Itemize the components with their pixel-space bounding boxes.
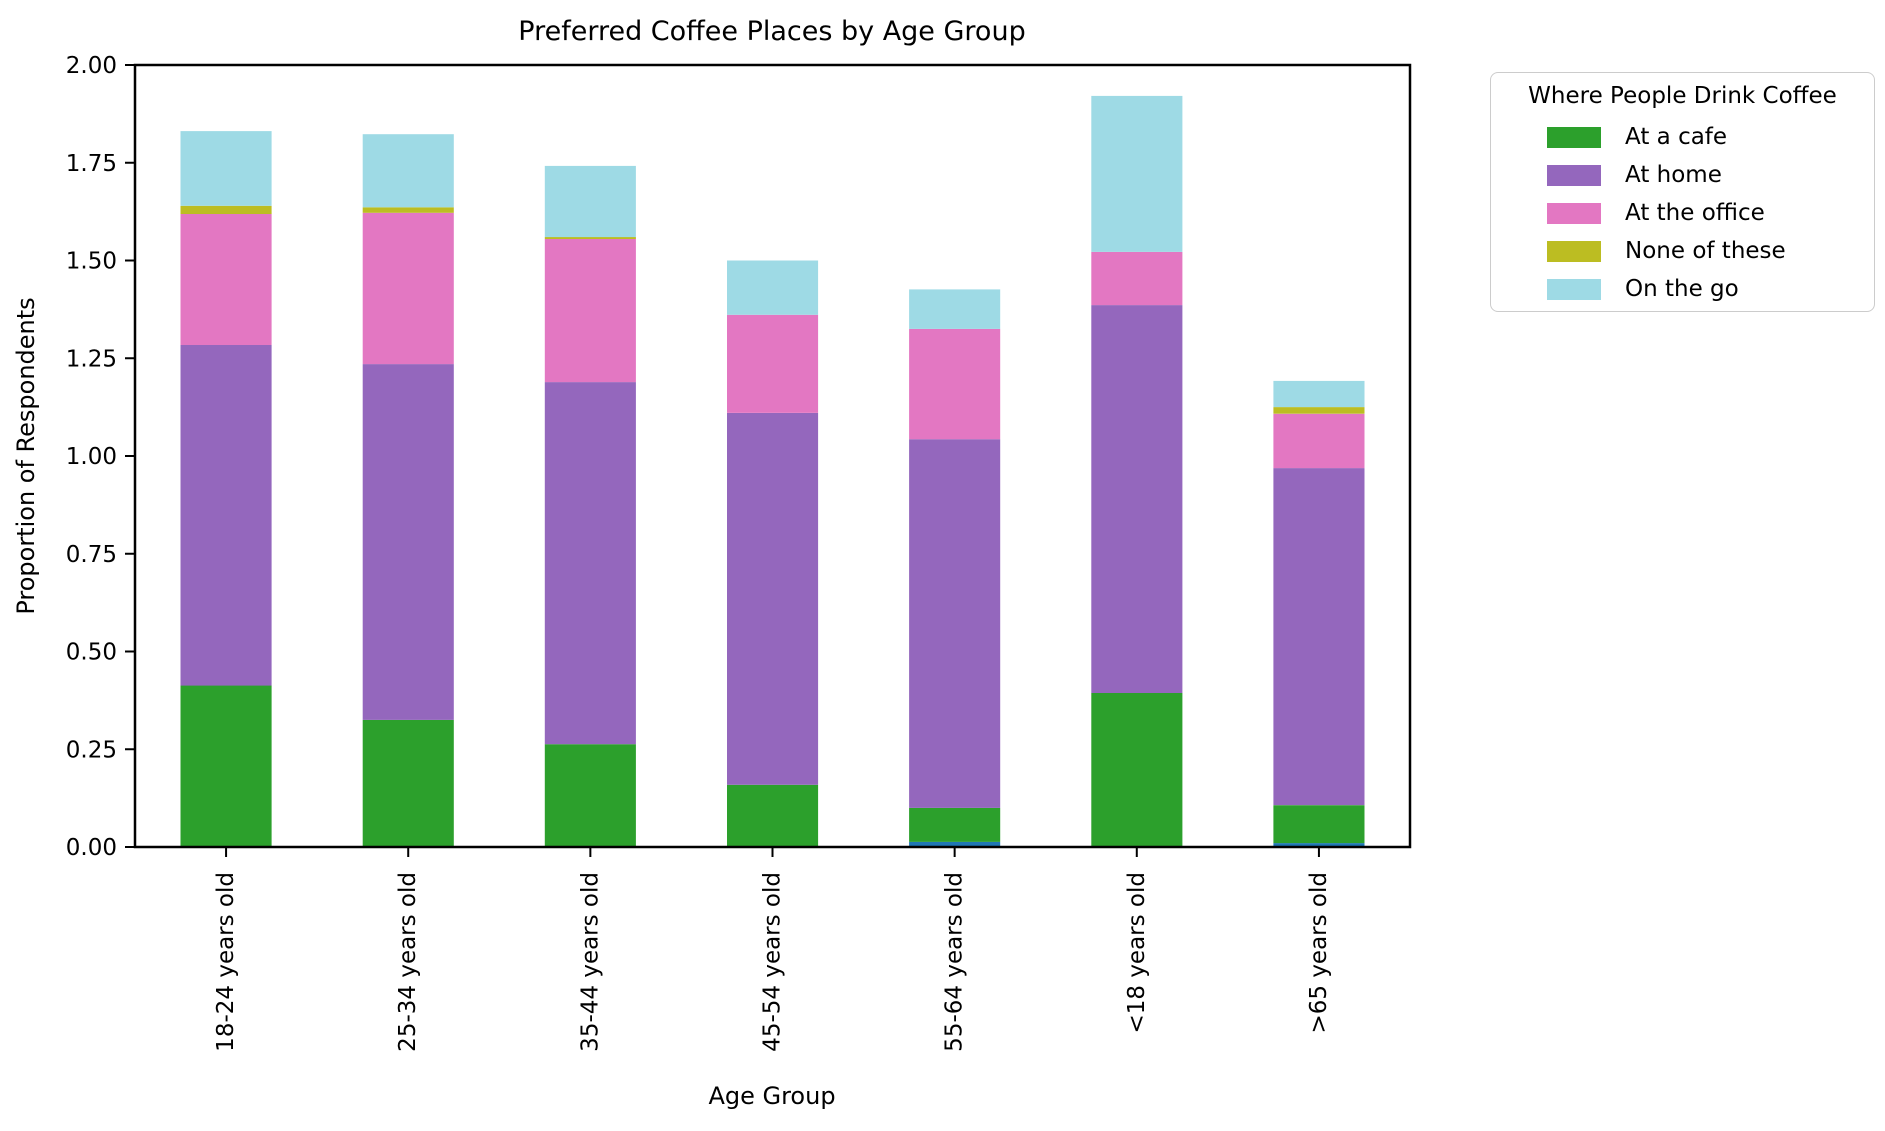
legend-items: At a cafe At home At the office None of the…: [1505, 118, 1860, 308]
legend-swatch: [1547, 240, 1601, 262]
bar-segment: [362, 207, 454, 213]
bar-segment: [544, 744, 636, 847]
bar-segment: [362, 364, 454, 720]
bar-segment: [727, 413, 819, 785]
bar-segment: [1273, 407, 1365, 414]
bar-segment: [1273, 805, 1365, 844]
bar-segment: [909, 289, 1001, 329]
bar-segment: [544, 382, 636, 745]
x-tick-label: 55-64 years old: [942, 872, 968, 1052]
y-tick-label: 0.00: [66, 835, 117, 861]
y-tick-label: 0.75: [66, 542, 117, 568]
x-tick-label: 45-54 years old: [760, 872, 786, 1052]
legend-item: None of these: [1547, 232, 1860, 270]
legend-label: At the office: [1625, 200, 1765, 226]
bar-segment: [180, 685, 272, 847]
bar-segment: [180, 214, 272, 345]
bar-segment: [909, 439, 1001, 808]
legend-swatch: [1547, 164, 1601, 186]
bar-segment: [1091, 251, 1183, 306]
bar-segment: [544, 237, 636, 239]
x-tick-label: >65 years old: [1306, 872, 1332, 1034]
bar-segment: [362, 212, 454, 365]
chart-title: Preferred Coffee Places by Age Group: [518, 16, 1025, 47]
x-tick-label: 18-24 years old: [213, 872, 239, 1052]
bar-segment: [1273, 468, 1365, 806]
bar-segment: [909, 328, 1001, 440]
legend-swatch: [1547, 278, 1601, 300]
x-axis-label: Age Group: [708, 1082, 835, 1110]
y-tick-label: 1.25: [66, 346, 117, 372]
legend-title: Where People Drink Coffee: [1528, 83, 1837, 109]
y-tick-label: 1.00: [66, 444, 117, 470]
y-tick-label: 0.25: [66, 737, 117, 763]
x-tick-label: 25-34 years old: [395, 872, 421, 1052]
bar-segment: [1091, 305, 1183, 693]
y-tick-label: 2.00: [66, 53, 117, 79]
bar-segment: [544, 239, 636, 383]
bar-segment: [180, 345, 272, 686]
bar-segment: [180, 131, 272, 206]
legend-item: On the go: [1547, 270, 1860, 308]
y-axis-label: Proportion of Respondents: [12, 297, 40, 614]
axes-spines: [133, 63, 1412, 849]
legend-label: On the go: [1625, 276, 1739, 302]
y-tick-label: 1.75: [66, 151, 117, 177]
bar-segment: [909, 841, 1001, 847]
bar-segment: [1273, 843, 1365, 847]
y-tick-label: 1.50: [66, 249, 117, 275]
bar-segment: [544, 165, 636, 238]
y-tick-label: 0.50: [66, 640, 117, 666]
legend-item: At the office: [1547, 194, 1860, 232]
legend-swatch: [1547, 126, 1601, 148]
bar-segment: [727, 314, 819, 413]
legend-item: At home: [1547, 156, 1860, 194]
legend-label: At home: [1625, 162, 1722, 188]
bar-segment: [909, 807, 1001, 842]
bar-segment: [362, 134, 454, 208]
legend-label: At a cafe: [1625, 124, 1728, 150]
plot-border: [133, 63, 1412, 849]
legend-label: None of these: [1625, 238, 1786, 264]
legend: Where People Drink Coffee At a cafe At ho…: [1490, 72, 1875, 312]
x-tick-label: <18 years old: [1124, 872, 1150, 1034]
x-tick-label: 35-44 years old: [577, 872, 603, 1052]
bar-segment: [727, 784, 819, 847]
bars-group: [180, 95, 1365, 847]
bar-segment: [362, 719, 454, 847]
ticks-group: 0.00 0.25 0.50 0.75 1.00 1.25 1.50 1.75 2.00 18-2…: [66, 53, 1332, 1052]
bar-segment: [1273, 380, 1365, 408]
bar-segment: [1091, 95, 1183, 252]
bar-segment: [1091, 692, 1183, 847]
bar-segment: [1273, 413, 1365, 469]
bar-segment: [727, 260, 819, 315]
bar-segment: [180, 205, 272, 214]
legend-swatch: [1547, 202, 1601, 224]
legend-item: At a cafe: [1547, 118, 1860, 156]
